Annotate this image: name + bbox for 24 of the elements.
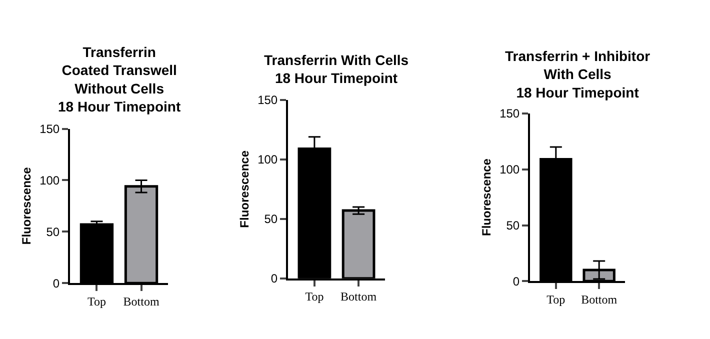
y-tick-label: 0 bbox=[52, 276, 60, 290]
x-tick-label: Bottom bbox=[581, 292, 618, 307]
chart-title: Transferrin Coated Transwell Without Cells 18 Hour Timepoint bbox=[58, 44, 181, 115]
y-tick-label: 150 bbox=[40, 122, 60, 136]
x-tick-label: Bottom bbox=[340, 290, 378, 304]
y-tick-label: 0 bbox=[270, 272, 278, 286]
y-tick-label: 50 bbox=[506, 218, 520, 232]
y-tick-label: 100 bbox=[258, 152, 278, 167]
y-tick-label: 150 bbox=[500, 106, 520, 121]
y-tick-label: 100 bbox=[500, 162, 520, 177]
x-tick-label: Top bbox=[305, 290, 324, 304]
y-axis-title: Fluorescence bbox=[19, 166, 34, 245]
y-axis-title: Fluorescence bbox=[479, 158, 494, 236]
x-tick-label: Top bbox=[546, 292, 566, 307]
y-tick-label: 150 bbox=[258, 93, 278, 108]
y-tick-label: 0 bbox=[512, 274, 520, 288]
chart-title: Transferrin + Inhibitor With Cells 18 Hour Timepoint bbox=[505, 48, 651, 100]
y-tick-label: 100 bbox=[40, 173, 60, 188]
x-tick-label: Top bbox=[87, 294, 106, 309]
x-tick-label: Bottom bbox=[123, 294, 160, 309]
y-tick-label: 50 bbox=[264, 212, 278, 226]
chart-title: Transferrin With Cells 18 Hour Timepoint bbox=[264, 52, 409, 86]
y-axis-title: Fluorescence bbox=[237, 150, 252, 228]
y-tick-label: 50 bbox=[46, 224, 60, 239]
